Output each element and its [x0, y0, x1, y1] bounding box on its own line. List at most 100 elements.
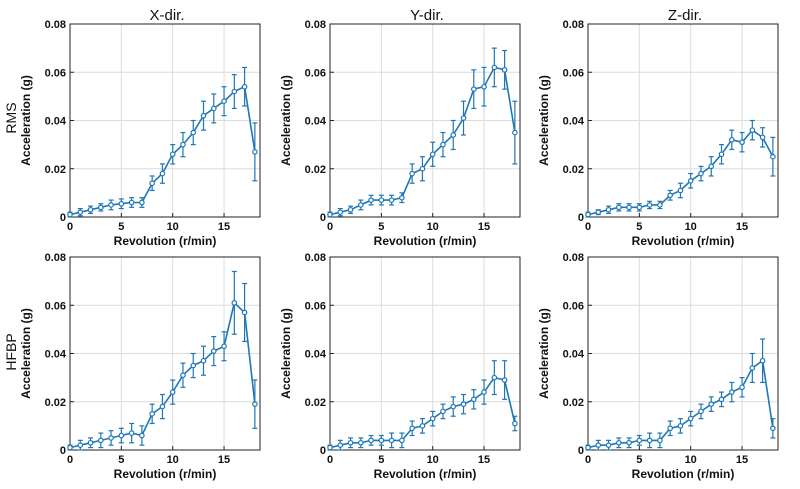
- data-point: [118, 432, 125, 439]
- data-point: [388, 197, 395, 203]
- x-tick-label: 0: [585, 221, 591, 233]
- data-point: [657, 202, 663, 208]
- y-axis-label: Acceleration (g): [19, 75, 33, 166]
- y-tick-label: 0.02: [45, 397, 66, 409]
- x-tick-label: 15: [478, 454, 490, 466]
- x-tick-label: 5: [118, 221, 124, 233]
- y-axis-label: Acceleration (g): [19, 308, 33, 399]
- x-tick-label: 10: [427, 221, 439, 233]
- data-point: [667, 192, 673, 199]
- data-point: [512, 420, 518, 427]
- data-point: [646, 202, 653, 208]
- x-tick-label: 5: [118, 454, 124, 466]
- data-point: [231, 88, 238, 95]
- x-tick-label: 5: [636, 454, 642, 466]
- x-tick-label: 15: [218, 221, 230, 233]
- data-point: [605, 206, 612, 213]
- data-point: [190, 362, 197, 369]
- data-point: [200, 357, 207, 364]
- data-point: [749, 365, 756, 371]
- x-tick-label: 15: [736, 221, 748, 233]
- y-tick-label: 0: [60, 212, 66, 224]
- data-point: [210, 105, 217, 112]
- x-axis-label: Revolution (r/min): [374, 467, 477, 481]
- y-axis-label: Acceleration (g): [279, 308, 293, 399]
- data-point: [440, 141, 446, 148]
- y-tick-label: 0.06: [563, 67, 584, 79]
- data-point: [139, 199, 145, 206]
- data-point: [636, 204, 643, 211]
- data-point: [399, 437, 405, 444]
- y-tick-label: 0.02: [563, 397, 584, 409]
- y-tick-label: 0.04: [563, 349, 585, 361]
- data-point: [512, 129, 518, 136]
- x-axis-label: Revolution (r/min): [374, 234, 477, 248]
- data-point: [221, 343, 227, 350]
- panel-hfbp-zdir: 0 5 10 15 0 0.02 0.04 0.06 0.08 Revolution (r/min…: [537, 252, 779, 481]
- x-tick-label: 5: [636, 221, 642, 233]
- data-point: [98, 204, 104, 211]
- data-point: [419, 423, 426, 429]
- y-tick-label: 0.06: [305, 300, 326, 312]
- data-point: [440, 408, 446, 415]
- y-tick-label: 0.08: [305, 252, 326, 264]
- data-point: [605, 442, 612, 448]
- x-axis-label: Revolution (r/min): [114, 234, 217, 248]
- x-tick-label: 15: [478, 221, 490, 233]
- y-tick-label: 0: [320, 212, 326, 224]
- data-point: [337, 209, 344, 215]
- data-point: [409, 170, 415, 177]
- x-axis-label: Revolution (r/min): [114, 467, 217, 481]
- data-point: [585, 444, 591, 451]
- x-tick-label: 5: [378, 454, 384, 466]
- data-point: [677, 423, 684, 429]
- data-point: [460, 401, 467, 407]
- data-point: [667, 425, 673, 432]
- x-tick-label: 10: [167, 221, 179, 233]
- y-tick-label: 0.08: [45, 252, 66, 264]
- y-tick-label: 0: [578, 212, 584, 224]
- column-title-x-dir: X-dir.: [149, 7, 184, 24]
- panel-rms-zdir: 0 5 10 15 0 0.02 0.04 0.06 0.08 Revolution (r/min…: [537, 19, 779, 248]
- y-tick-label: 0.02: [305, 164, 326, 176]
- data-point: [210, 348, 217, 354]
- panel-hfbp-ydir: 0 5 10 15 0 0.02 0.04 0.06 0.08 Revolution (r/min…: [279, 252, 521, 481]
- y-tick-label: 0.08: [45, 19, 66, 31]
- y-axis-label: Acceleration (g): [279, 75, 293, 166]
- data-point: [687, 415, 694, 422]
- data-point: [419, 165, 426, 172]
- series-line: [587, 359, 774, 449]
- data-point: [687, 178, 694, 184]
- panels: 0 5 10 15 0 0.02 0.04 0.06 0.08 Revolution (r/min…: [19, 19, 779, 481]
- data-point: [358, 202, 364, 208]
- data-point: [718, 151, 725, 158]
- data-point: [481, 83, 487, 90]
- data-point: [159, 170, 166, 177]
- data-point: [139, 432, 145, 439]
- y-tick-label: 0.06: [45, 300, 66, 312]
- y-tick-label: 0: [320, 445, 326, 457]
- panel-hfbp-xdir: 0 5 10 15 0 0.02 0.04 0.06 0.08 Revolution (r/min…: [19, 252, 261, 481]
- x-tick-label: 5: [378, 221, 384, 233]
- data-point: [67, 444, 73, 451]
- series-line: [69, 301, 256, 449]
- y-tick-label: 0.04: [563, 116, 585, 128]
- data-point: [595, 442, 602, 448]
- row-label-rms: RMS: [3, 102, 19, 133]
- data-point: [646, 437, 653, 444]
- data-point: [698, 170, 704, 177]
- data-point: [358, 439, 364, 446]
- x-tick-label: 0: [327, 221, 333, 233]
- data-point: [87, 439, 94, 446]
- y-axis-label: Acceleration (g): [537, 75, 551, 166]
- y-tick-label: 0.02: [305, 397, 326, 409]
- data-point: [491, 64, 498, 71]
- data-point: [98, 437, 104, 444]
- data-point: [708, 401, 715, 407]
- data-point: [149, 180, 155, 187]
- data-point: [388, 437, 395, 444]
- data-point: [118, 200, 125, 207]
- y-tick-label: 0.08: [305, 19, 326, 31]
- data-point: [252, 401, 258, 407]
